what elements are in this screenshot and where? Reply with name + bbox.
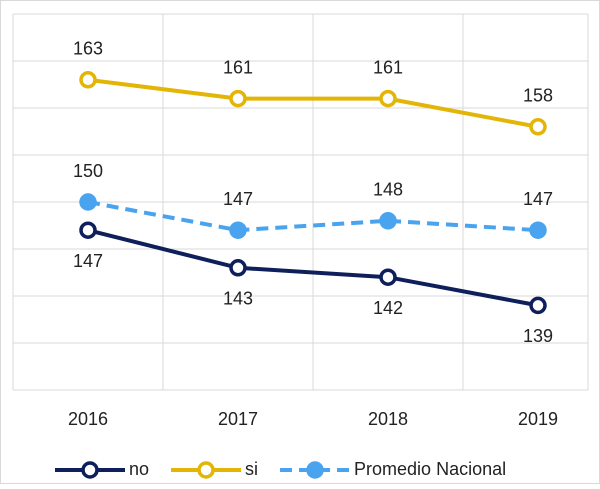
legend-marker <box>81 461 99 479</box>
series-line <box>87 228 539 308</box>
x-tick-label: 2018 <box>368 409 408 429</box>
marker <box>529 221 547 239</box>
series-line <box>87 77 539 129</box>
data-label: 163 <box>73 39 103 59</box>
legend-label: no <box>129 459 149 479</box>
x-tick-label: 2019 <box>518 409 558 429</box>
data-label: 158 <box>523 86 553 106</box>
legend-marker <box>197 461 215 479</box>
data-label: 143 <box>223 289 253 309</box>
marker <box>79 71 97 89</box>
marker <box>379 212 397 230</box>
data-label: 147 <box>73 251 103 271</box>
marker <box>79 193 97 211</box>
marker <box>529 118 547 136</box>
marker <box>79 221 97 239</box>
data-label: 147 <box>523 189 553 209</box>
x-tick-label: 2017 <box>218 409 258 429</box>
data-label: 147 <box>223 189 253 209</box>
data-label: 142 <box>373 298 403 318</box>
x-tick-label: 2016 <box>68 409 108 429</box>
marker <box>229 221 247 239</box>
legend-label: si <box>245 459 258 479</box>
legend-label: Promedio Nacional <box>354 459 506 479</box>
data-label: 161 <box>373 57 403 77</box>
marker <box>229 89 247 108</box>
marker <box>379 89 397 108</box>
marker <box>229 259 247 277</box>
legend-marker <box>306 461 324 479</box>
data-label: 139 <box>523 326 553 346</box>
marker <box>529 296 547 315</box>
data-label: 148 <box>373 180 403 200</box>
marker <box>379 268 397 286</box>
data-label: 150 <box>73 161 103 181</box>
series-line <box>87 200 539 233</box>
data-label: 161 <box>223 57 253 77</box>
